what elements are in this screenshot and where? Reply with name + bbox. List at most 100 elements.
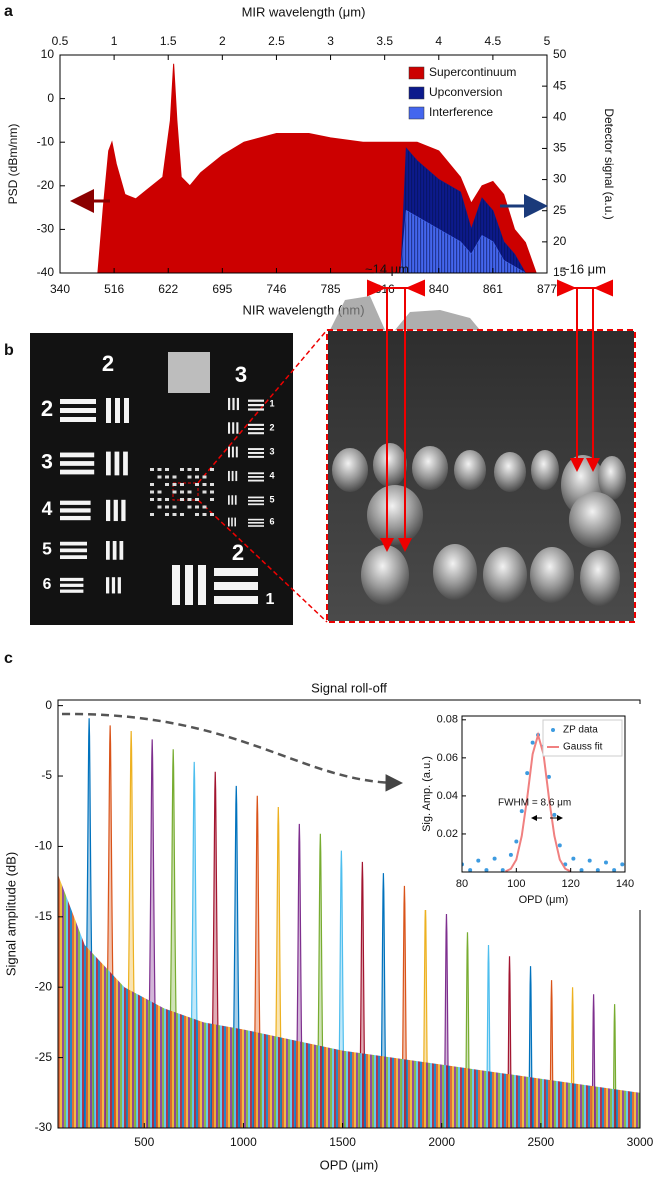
micro-bar: [195, 468, 199, 471]
data-point: [492, 856, 497, 861]
x-tick-label: 861: [483, 282, 503, 296]
bar-v: [234, 495, 237, 505]
fringe-texture: [400, 210, 526, 273]
data-point: [579, 868, 584, 872]
x-tick-label: 622: [158, 282, 178, 296]
bar-h: [60, 399, 96, 404]
x-tick-label: 80: [456, 878, 468, 890]
bar-h: [248, 423, 264, 426]
pillar: [580, 550, 620, 606]
x-tick-label: 2: [219, 34, 226, 48]
pillar: [494, 452, 526, 492]
y2-axis-label: Detector signal (a.u.): [602, 108, 616, 219]
element-label: 6: [43, 576, 52, 593]
element-label: 3: [269, 446, 274, 456]
x-tick-label: 4: [435, 34, 442, 48]
peak: [434, 913, 459, 1128]
micro-bar: [202, 513, 207, 516]
bar-v: [123, 451, 128, 476]
micro-bar: [180, 513, 184, 516]
bar-h: [248, 476, 264, 478]
legend-swatch: [408, 106, 425, 120]
bar-h: [60, 577, 84, 582]
peak: [245, 795, 270, 1128]
micro-bar: [157, 498, 162, 501]
bar-h: [214, 568, 258, 576]
micro-bar: [172, 490, 177, 494]
element-label: 5: [42, 539, 52, 559]
bar-v: [228, 422, 231, 434]
x-axis-label: OPD (μm): [320, 1157, 379, 1172]
data-point: [514, 839, 519, 844]
legend-swatch: [408, 66, 425, 80]
peak: [140, 739, 165, 1128]
micro-bar: [187, 490, 192, 494]
bar-h: [248, 408, 264, 411]
inset-plot: [462, 731, 625, 872]
peak: [266, 806, 291, 1128]
y-tick-label: 0: [47, 91, 54, 105]
y-tick-label: 0: [45, 698, 52, 712]
bar-v: [198, 565, 206, 605]
x-tick-label: 516: [104, 282, 124, 296]
micro-bar: [210, 513, 214, 516]
micro-bar: [150, 468, 154, 471]
bar-h: [248, 525, 264, 527]
bar-v: [106, 541, 110, 560]
peak: [371, 873, 396, 1128]
data-point: [603, 860, 608, 865]
micro-bar: [187, 498, 192, 501]
bar-v: [231, 495, 234, 505]
y-tick-label: -5: [41, 768, 52, 782]
data-point: [530, 740, 535, 745]
y-tick-label: 10: [41, 47, 55, 61]
pillar: [569, 492, 621, 548]
bar-v: [172, 565, 180, 605]
bar-h: [248, 448, 264, 451]
micro-bar: [165, 513, 169, 516]
bar-h: [248, 432, 264, 435]
peak: [392, 885, 417, 1128]
bar-h: [60, 452, 95, 458]
micro-bar: [165, 498, 169, 501]
bar-v: [228, 495, 230, 505]
peak: [119, 730, 144, 1128]
micro-bar: [210, 490, 214, 494]
micro-bar: [180, 468, 184, 471]
peak: [329, 850, 354, 1128]
bar-h: [60, 500, 91, 505]
y2-tick-label: 40: [553, 109, 567, 123]
bar-h: [248, 479, 264, 482]
data-point: [620, 862, 625, 867]
micro-bar: [165, 468, 169, 471]
bar-h: [60, 541, 87, 546]
x-tick-label: 785: [321, 282, 341, 296]
x2-axis-label: MIR wavelength (μm): [242, 4, 366, 19]
bar-v: [234, 517, 236, 527]
micro-bar: [157, 505, 162, 509]
peak: [350, 861, 375, 1128]
x-tick-label: 4.5: [485, 34, 502, 48]
y2-tick-label: 30: [553, 172, 567, 186]
bar-v: [235, 470, 238, 482]
bar-h: [60, 583, 84, 587]
micro-bar: [210, 483, 214, 486]
micro-bar: [157, 490, 162, 494]
micro-bar: [150, 498, 154, 501]
micro-bar: [150, 490, 154, 494]
y-tick-label: -10: [37, 134, 55, 148]
x-tick-label: 5: [544, 34, 551, 48]
x-tick-label: 695: [212, 282, 232, 296]
data-point: [612, 868, 617, 872]
bar-v: [232, 397, 235, 411]
y-tick-label: -30: [35, 1120, 53, 1134]
legend-label: Supercontinuum: [429, 65, 516, 79]
pillar: [367, 485, 423, 545]
bar-v: [113, 499, 118, 522]
group-label: 2: [102, 351, 114, 376]
micro-bar: [150, 513, 154, 516]
element-label: 6: [269, 516, 274, 526]
bar-v: [228, 397, 231, 411]
element-label: 3: [41, 451, 53, 474]
x-tick-label: 3000: [627, 1135, 654, 1149]
